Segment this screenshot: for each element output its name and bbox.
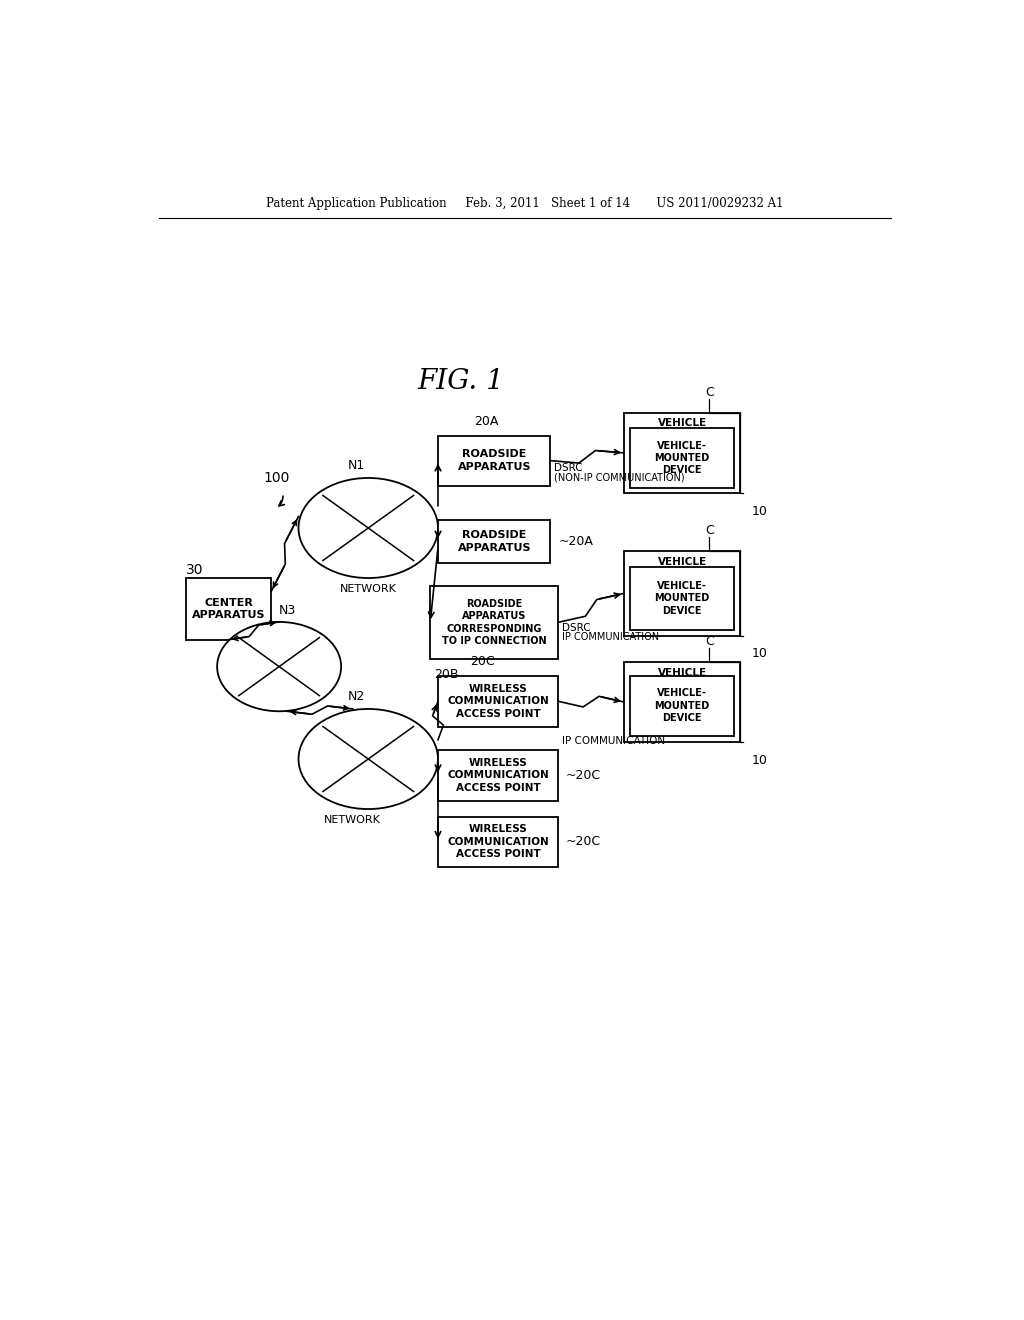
Text: N2: N2 xyxy=(348,690,366,702)
Text: DSRC: DSRC xyxy=(562,623,591,634)
Bar xyxy=(438,436,550,486)
Text: C: C xyxy=(705,524,714,537)
Bar xyxy=(438,676,558,726)
Text: 100: 100 xyxy=(263,471,290,484)
Text: ROADSIDE
APPARATUS: ROADSIDE APPARATUS xyxy=(458,531,530,553)
Bar xyxy=(430,586,558,659)
Bar xyxy=(630,676,734,737)
Text: N3: N3 xyxy=(279,605,296,618)
Bar xyxy=(438,520,550,562)
Text: DSRC: DSRC xyxy=(554,463,583,473)
Text: C: C xyxy=(705,635,714,648)
Bar xyxy=(624,552,740,636)
Text: CENTER
APPARATUS: CENTER APPARATUS xyxy=(193,598,265,620)
Bar xyxy=(438,750,558,800)
Text: IP COMMUNICATION: IP COMMUNICATION xyxy=(562,737,666,746)
Text: Patent Application Publication     Feb. 3, 2011   Sheet 1 of 14       US 2011/00: Patent Application Publication Feb. 3, 2… xyxy=(266,197,783,210)
Text: 30: 30 xyxy=(186,564,204,577)
Text: 10: 10 xyxy=(752,754,768,767)
Text: ~20A: ~20A xyxy=(558,535,593,548)
Text: ROADSIDE
APPARATUS: ROADSIDE APPARATUS xyxy=(458,449,530,471)
Text: FIG. 1: FIG. 1 xyxy=(418,368,505,395)
Text: ~20C: ~20C xyxy=(566,836,601,849)
Text: ROADSIDE
APPARATUS
CORRESPONDING
TO IP CONNECTION: ROADSIDE APPARATUS CORRESPONDING TO IP C… xyxy=(442,599,547,645)
Text: N1: N1 xyxy=(348,459,366,471)
Text: VEHICLE: VEHICLE xyxy=(657,418,707,428)
Text: WIRELESS
COMMUNICATION
ACCESS POINT: WIRELESS COMMUNICATION ACCESS POINT xyxy=(447,825,549,859)
Text: IP COMMUNICATION: IP COMMUNICATION xyxy=(562,632,659,643)
Text: ~20C: ~20C xyxy=(566,768,601,781)
Text: VEHICLE: VEHICLE xyxy=(657,557,707,566)
Text: 20A: 20A xyxy=(474,414,499,428)
Text: WIRELESS
COMMUNICATION
ACCESS POINT: WIRELESS COMMUNICATION ACCESS POINT xyxy=(447,758,549,792)
Bar xyxy=(624,663,740,742)
Bar xyxy=(630,566,734,631)
Ellipse shape xyxy=(299,709,438,809)
Text: VEHICLE-
MOUNTED
DEVICE: VEHICLE- MOUNTED DEVICE xyxy=(654,689,710,723)
Bar xyxy=(624,412,740,494)
Bar xyxy=(438,817,558,867)
Text: WIRELESS
COMMUNICATION
ACCESS POINT: WIRELESS COMMUNICATION ACCESS POINT xyxy=(447,684,549,718)
Text: 10: 10 xyxy=(752,647,768,660)
Ellipse shape xyxy=(217,622,341,711)
Text: 20B: 20B xyxy=(434,668,459,681)
Text: NETWORK: NETWORK xyxy=(325,816,381,825)
Text: 10: 10 xyxy=(752,506,768,517)
Text: 20C: 20C xyxy=(470,655,495,668)
Text: NETWORK: NETWORK xyxy=(340,585,396,594)
Text: VEHICLE: VEHICLE xyxy=(657,668,707,677)
Text: (NON-IP COMMUNICATION): (NON-IP COMMUNICATION) xyxy=(554,473,685,482)
Ellipse shape xyxy=(299,478,438,578)
Bar xyxy=(630,428,734,488)
Bar xyxy=(186,578,271,640)
Text: VEHICLE-
MOUNTED
DEVICE: VEHICLE- MOUNTED DEVICE xyxy=(654,441,710,475)
Text: C: C xyxy=(705,385,714,399)
Text: VEHICLE-
MOUNTED
DEVICE: VEHICLE- MOUNTED DEVICE xyxy=(654,581,710,616)
